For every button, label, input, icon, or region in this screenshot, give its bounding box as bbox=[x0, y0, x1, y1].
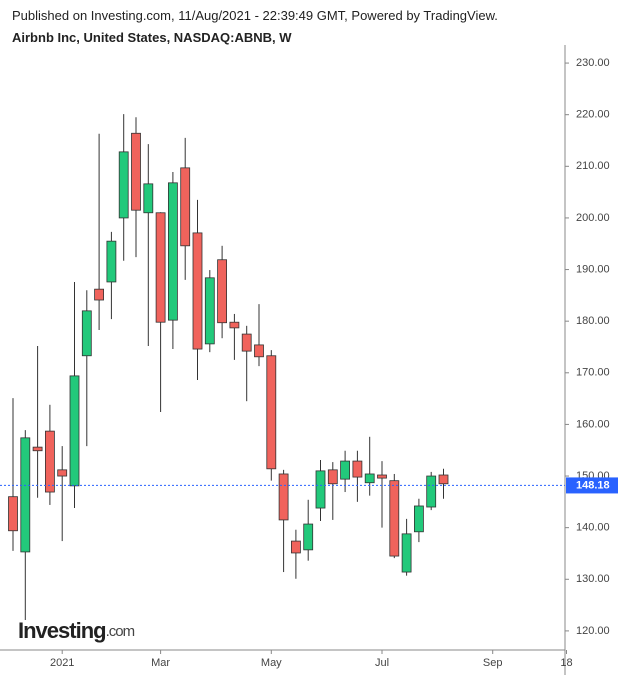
candle-body bbox=[106, 240, 117, 283]
candle-body bbox=[266, 355, 277, 470]
candle-body bbox=[94, 288, 104, 301]
candle-body bbox=[45, 430, 55, 493]
candle-body bbox=[377, 474, 387, 479]
candle-body bbox=[327, 469, 338, 485]
last-price-box bbox=[566, 477, 618, 494]
candle-body bbox=[426, 475, 437, 508]
candle-body bbox=[118, 151, 129, 219]
candle-body bbox=[217, 259, 228, 324]
candle-body bbox=[20, 437, 31, 553]
candle-body bbox=[155, 212, 166, 323]
candle-body bbox=[413, 505, 424, 533]
x-tick-label: Jul bbox=[375, 657, 389, 669]
candle-body bbox=[131, 132, 141, 211]
x-tick-label: Mar bbox=[151, 657, 170, 669]
candle-body bbox=[352, 460, 363, 478]
candle-body bbox=[303, 523, 314, 551]
y-tick-label: 130.00 bbox=[576, 573, 610, 585]
candle-body bbox=[229, 321, 240, 329]
candle-body bbox=[241, 333, 252, 352]
candle-body bbox=[401, 533, 412, 573]
y-tick-label: 140.00 bbox=[576, 522, 610, 534]
candle-body bbox=[315, 470, 326, 509]
candle-body bbox=[438, 474, 449, 485]
candle-body bbox=[32, 446, 43, 452]
candle-body bbox=[180, 167, 191, 247]
y-tick-label: 220.00 bbox=[576, 109, 610, 121]
candle-body bbox=[254, 344, 264, 358]
candle-body bbox=[364, 473, 375, 484]
symbol-title: Airbnb Inc, United States, NASDAQ:ABNB, … bbox=[12, 30, 292, 45]
x-tick-label: 2021 bbox=[50, 657, 74, 669]
y-tick-label: 160.00 bbox=[576, 418, 610, 430]
logo: Investing.com bbox=[18, 618, 135, 643]
logo-brand: Investing bbox=[18, 618, 106, 643]
candle-body bbox=[81, 310, 92, 357]
candle-body bbox=[57, 469, 68, 477]
candle-body bbox=[167, 182, 178, 321]
y-tick-label: 200.00 bbox=[576, 212, 610, 224]
last-price-label: 148.18 bbox=[576, 479, 610, 491]
y-tick-label: 190.00 bbox=[576, 263, 610, 275]
candle-body bbox=[290, 540, 301, 554]
candle-body bbox=[204, 277, 215, 345]
x-tick-label: 18 bbox=[560, 657, 572, 669]
candle-body bbox=[8, 496, 18, 532]
candle-body bbox=[192, 232, 203, 350]
x-tick-label: May bbox=[261, 657, 282, 669]
y-tick-label: 230.00 bbox=[576, 57, 610, 69]
x-tick-label: Sep bbox=[483, 657, 503, 669]
published-note: Published on Investing.com, 11/Aug/2021 … bbox=[12, 8, 498, 23]
candle-body bbox=[389, 480, 400, 557]
candle-body bbox=[143, 183, 154, 214]
y-tick-label: 120.00 bbox=[576, 625, 610, 637]
y-tick-label: 210.00 bbox=[576, 160, 610, 172]
candle-body bbox=[69, 375, 80, 487]
candle-body bbox=[278, 473, 289, 521]
y-tick-label: 170.00 bbox=[576, 367, 610, 379]
y-tick-label: 180.00 bbox=[576, 315, 610, 327]
candle-body bbox=[340, 460, 351, 480]
logo-suffix: .com bbox=[106, 623, 135, 640]
